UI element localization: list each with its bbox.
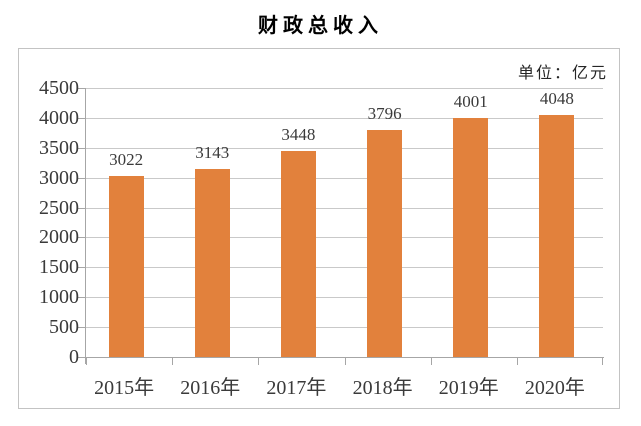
gridline — [86, 88, 603, 89]
x-axis-label: 2015年 — [94, 377, 155, 399]
x-axis-tick — [430, 358, 432, 365]
y-axis-tick — [78, 117, 85, 119]
y-axis-line — [85, 88, 86, 364]
x-axis-line — [85, 357, 604, 358]
y-axis-tick — [78, 237, 85, 239]
x-axis-tick — [86, 358, 87, 365]
y-axis-tick — [78, 267, 85, 269]
bar-value-label: 3448 — [281, 124, 316, 144]
bar-value-label: 4001 — [453, 91, 488, 111]
gridline — [86, 297, 603, 299]
x-axis-tick — [516, 358, 518, 365]
y-axis-label: 2500 — [39, 196, 79, 219]
x-axis-label: 2019年 — [438, 377, 499, 399]
y-axis-label: 3000 — [39, 166, 79, 189]
gridline — [86, 177, 603, 179]
y-axis-tick — [78, 327, 85, 329]
bar — [280, 150, 316, 357]
y-axis-label: 1500 — [39, 256, 79, 279]
x-axis-label: 2017年 — [266, 377, 327, 399]
bar-value-label: 4048 — [539, 89, 574, 109]
y-axis-tick — [78, 177, 85, 179]
plot-area: 0 500 1000 1500 2000 2500 3000 3500 4000 4500 3022… — [39, 77, 604, 399]
y-axis-label: 1000 — [39, 286, 79, 309]
gridline — [86, 327, 603, 329]
gridline — [86, 207, 603, 209]
y-axis-tick — [78, 147, 85, 149]
y-axis-label: 4000 — [39, 106, 79, 129]
chart-frame: 单位：亿元 0 500 1000 1500 2000 2500 3000 3500 4000 45… — [18, 48, 620, 409]
y-axis-tick — [78, 88, 85, 89]
bar — [108, 176, 144, 357]
y-axis-label: 500 — [49, 316, 79, 339]
y-axis-label: 3500 — [39, 136, 79, 159]
y-axis-label: 4500 — [39, 77, 79, 99]
bar — [539, 115, 575, 357]
bar — [453, 117, 489, 357]
x-axis-label: 2016年 — [180, 377, 241, 399]
bar-value-label: 3143 — [195, 143, 230, 163]
y-axis-label: 2000 — [39, 226, 79, 249]
x-axis-label: 2020年 — [524, 377, 585, 399]
x-axis-tick — [344, 358, 346, 365]
bar — [194, 169, 230, 357]
y-axis-tick — [78, 357, 85, 358]
bar — [367, 130, 403, 357]
gridline — [86, 267, 603, 269]
bar-value-label: 3022 — [109, 150, 144, 170]
x-axis-tick — [172, 358, 174, 365]
x-axis-tick — [258, 358, 260, 365]
y-axis-tick — [78, 207, 85, 209]
unit-label: 单位：亿元 — [517, 65, 608, 82]
chart-title: 财政总收入 — [258, 13, 383, 37]
y-axis-label: 0 — [69, 346, 79, 368]
x-axis-label: 2018年 — [352, 377, 413, 399]
gridline — [86, 237, 603, 239]
bar-value-label: 3796 — [367, 104, 402, 124]
gridline — [86, 117, 603, 119]
x-axis-tick — [602, 358, 603, 365]
y-axis-tick — [78, 297, 85, 299]
gridline — [86, 147, 603, 149]
